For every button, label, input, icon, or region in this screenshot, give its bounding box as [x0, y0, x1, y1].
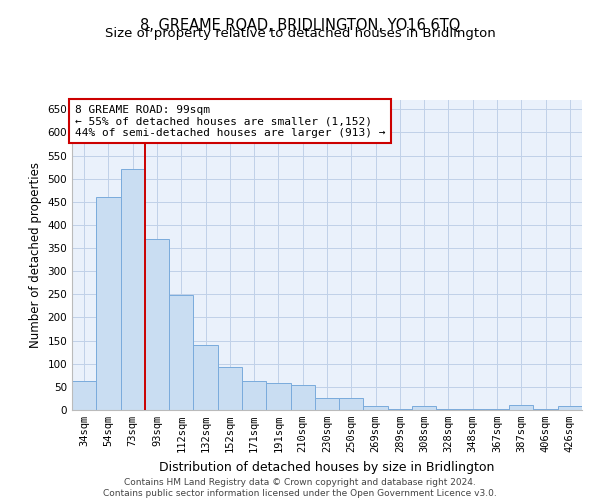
- Bar: [96, 197, 121, 410]
- Bar: [218, 367, 242, 410]
- Bar: [169, 296, 193, 410]
- Text: 8, GREAME ROAD, BRIDLINGTON, YO16 6TQ: 8, GREAME ROAD, BRIDLINGTON, YO16 6TQ: [140, 18, 460, 32]
- Bar: [436, 408, 461, 410]
- Bar: [558, 406, 582, 410]
- Bar: [509, 406, 533, 410]
- X-axis label: Distribution of detached houses by size in Bridlington: Distribution of detached houses by size …: [160, 460, 494, 473]
- Text: Contains HM Land Registry data © Crown copyright and database right 2024.
Contai: Contains HM Land Registry data © Crown c…: [103, 478, 497, 498]
- Bar: [412, 406, 436, 410]
- Bar: [315, 398, 339, 410]
- Bar: [145, 239, 169, 410]
- Bar: [242, 381, 266, 410]
- Text: Size of property relative to detached houses in Bridlington: Size of property relative to detached ho…: [104, 28, 496, 40]
- Bar: [339, 398, 364, 410]
- Bar: [388, 408, 412, 410]
- Bar: [364, 406, 388, 410]
- Bar: [266, 383, 290, 410]
- Bar: [121, 170, 145, 410]
- Y-axis label: Number of detached properties: Number of detached properties: [29, 162, 42, 348]
- Bar: [485, 408, 509, 410]
- Bar: [461, 408, 485, 410]
- Bar: [72, 381, 96, 410]
- Bar: [533, 408, 558, 410]
- Text: 8 GREAME ROAD: 99sqm
← 55% of detached houses are smaller (1,152)
44% of semi-de: 8 GREAME ROAD: 99sqm ← 55% of detached h…: [74, 104, 385, 138]
- Bar: [193, 345, 218, 410]
- Bar: [290, 384, 315, 410]
